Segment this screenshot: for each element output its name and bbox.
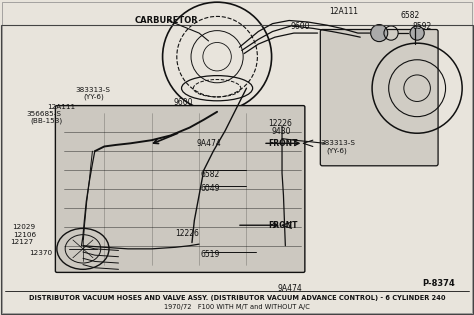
Text: 9A474: 9A474 xyxy=(197,139,221,148)
Text: 12226: 12226 xyxy=(268,119,292,128)
Text: 6519: 6519 xyxy=(200,250,219,259)
Text: 12029: 12029 xyxy=(12,224,35,231)
Text: (BB-153): (BB-153) xyxy=(31,118,63,124)
Text: 9430: 9430 xyxy=(271,127,291,135)
Text: 6049: 6049 xyxy=(200,184,219,193)
Text: 383313-S: 383313-S xyxy=(76,87,111,93)
Text: 356685-S: 356685-S xyxy=(26,111,61,117)
Text: DISTRIBUTOR VACUUM HOSES AND VALVE ASSY. (DISTRIBUTOR VACUUM ADVANCE CONTROL) - : DISTRIBUTOR VACUUM HOSES AND VALVE ASSY.… xyxy=(29,295,445,301)
Text: (YY-6): (YY-6) xyxy=(326,147,347,154)
Text: 8592: 8592 xyxy=(412,22,432,31)
Text: 9600: 9600 xyxy=(290,22,310,31)
FancyBboxPatch shape xyxy=(320,30,438,166)
Text: 12A111: 12A111 xyxy=(329,7,358,15)
FancyBboxPatch shape xyxy=(55,106,305,272)
Text: 383313-S: 383313-S xyxy=(320,140,355,146)
Text: 12226: 12226 xyxy=(175,229,199,238)
Text: FRONT: FRONT xyxy=(268,221,297,230)
Circle shape xyxy=(410,26,424,40)
Text: CARBURETOR: CARBURETOR xyxy=(135,16,199,25)
Circle shape xyxy=(371,25,388,42)
Text: 1970/72   F100 WITH M/T and WITHOUT A/C: 1970/72 F100 WITH M/T and WITHOUT A/C xyxy=(164,304,310,310)
Text: 6582: 6582 xyxy=(400,11,419,20)
Text: 6582: 6582 xyxy=(200,170,219,179)
Text: (YY-6): (YY-6) xyxy=(83,94,104,100)
FancyBboxPatch shape xyxy=(2,2,472,313)
Text: 12A111: 12A111 xyxy=(47,104,75,110)
Text: 9A474: 9A474 xyxy=(277,284,302,293)
Text: FRONT: FRONT xyxy=(268,140,297,148)
Text: P-8374: P-8374 xyxy=(422,279,455,288)
Text: 12127: 12127 xyxy=(10,239,34,245)
Text: 9600: 9600 xyxy=(173,98,192,107)
Text: 12106: 12106 xyxy=(13,232,36,238)
Text: 12370: 12370 xyxy=(29,249,53,256)
